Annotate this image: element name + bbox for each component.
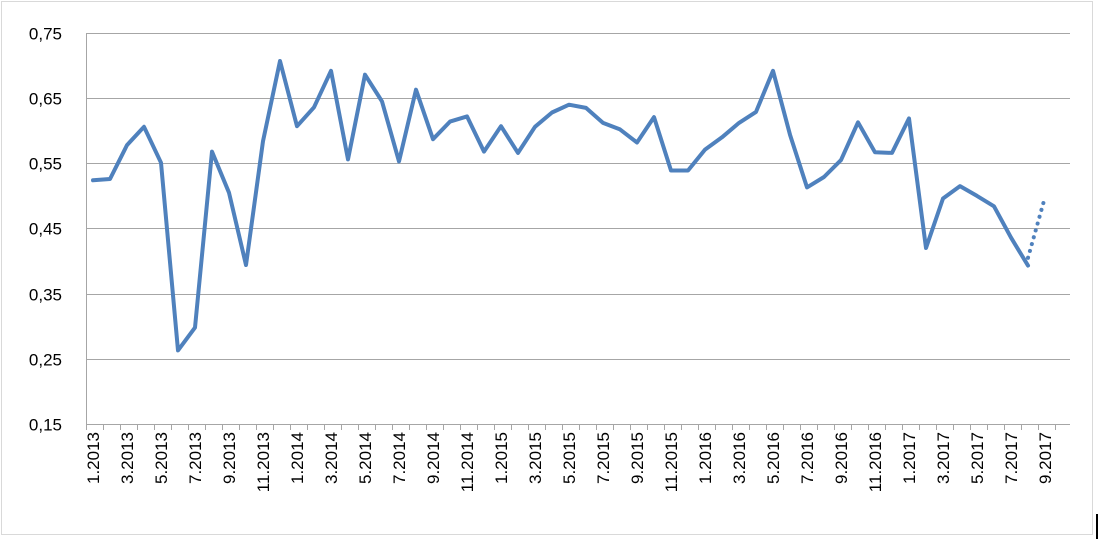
- x-tick-label: 11.2013: [254, 432, 273, 492]
- y-tick-labels: 0,75 0,65 0,55 0,45 0,35 0,25 0,15: [29, 25, 62, 435]
- y-tick-label: 0,15: [29, 416, 62, 435]
- x-tick-label: 1.2013: [84, 432, 103, 484]
- x-tick-label: 7.2017: [1002, 432, 1021, 484]
- y-tick-label: 0,45: [29, 220, 62, 239]
- x-tick-label: 11.2014: [458, 432, 477, 492]
- x-tick-label: 11.2016: [866, 432, 885, 492]
- series-layer: [91, 59, 1047, 353]
- x-tick-label: 11.2015: [662, 432, 681, 492]
- gridlines: [86, 33, 1070, 360]
- x-tick-label: 5.2015: [560, 432, 579, 484]
- x-tick-label: 3.2015: [526, 432, 545, 484]
- x-tick-label: 9.2017: [1036, 432, 1055, 484]
- x-tick-label: 1.2015: [492, 432, 511, 484]
- x-tick-label: 5.2013: [152, 432, 171, 484]
- x-tick-labels: 1.2013 3.2013 5.2013 7.2013 9.2013 11.2013 1.2…: [84, 432, 1055, 492]
- x-tick-label: 3.2014: [322, 432, 341, 484]
- x-tick-label: 9.2014: [424, 432, 443, 484]
- x-tick-label: 7.2013: [186, 432, 205, 484]
- series-dotted-line: [1026, 195, 1047, 260]
- x-tick-label: 5.2016: [764, 432, 783, 484]
- x-tick-label: 5.2014: [356, 432, 375, 484]
- y-tick-label: 0,75: [29, 25, 62, 44]
- y-tick-label: 0,25: [29, 351, 62, 370]
- x-tick-label: 9.2015: [628, 432, 647, 484]
- x-tick-label: 1.2016: [696, 432, 715, 484]
- x-tick-label: 3.2017: [934, 432, 953, 484]
- x-tick-label: 1.2017: [900, 432, 919, 484]
- y-tick-label: 0,35: [29, 286, 62, 305]
- series-line: [91, 59, 1030, 353]
- x-tick-label: 1.2014: [288, 432, 307, 484]
- x-tick-label: 3.2013: [118, 432, 137, 484]
- x-tick-label: 7.2016: [798, 432, 817, 484]
- edge-marker: [1096, 514, 1098, 539]
- y-tick-label: 0,65: [29, 90, 62, 109]
- x-tick-label: 3.2016: [730, 432, 749, 484]
- y-tick-label: 0,55: [29, 155, 62, 174]
- x-tick-label: 7.2015: [594, 432, 613, 484]
- x-tick-label: 5.2017: [968, 432, 987, 484]
- x-tick-label: 9.2013: [220, 432, 239, 484]
- axes: [86, 33, 1070, 430]
- x-tick-label: 9.2016: [832, 432, 851, 484]
- x-tick-label: 7.2014: [390, 432, 409, 484]
